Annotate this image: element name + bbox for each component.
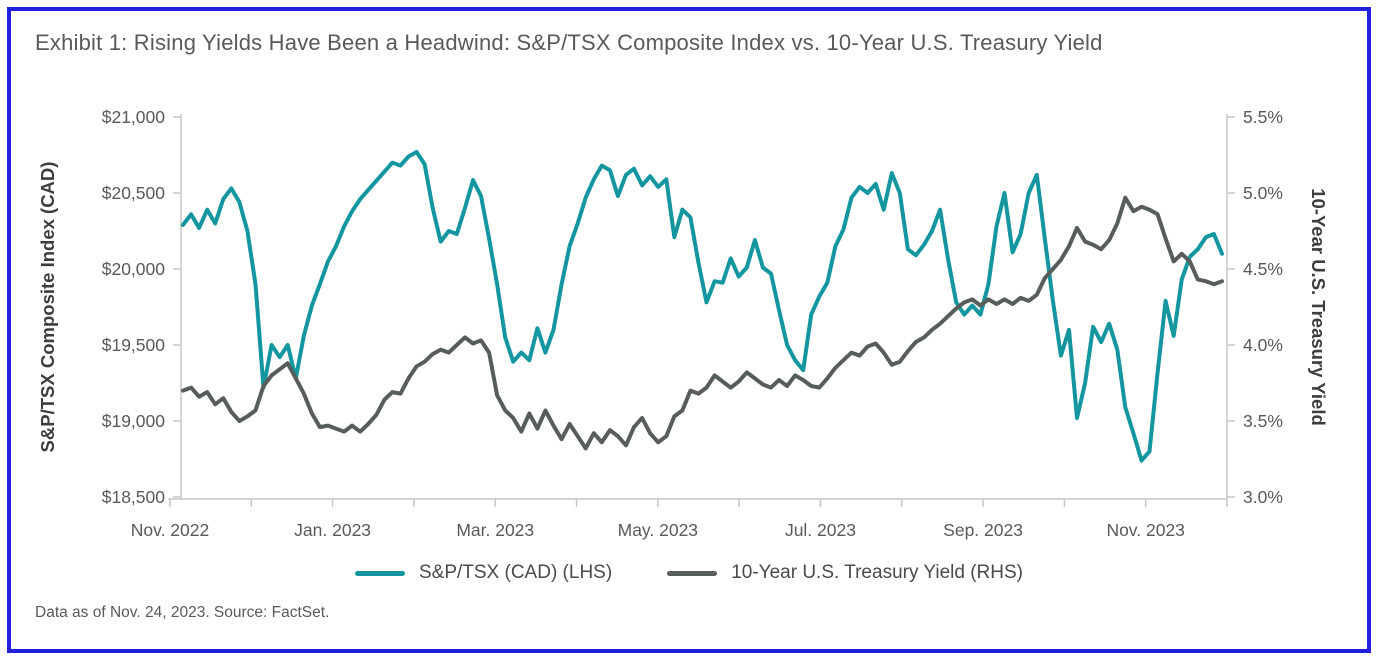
y-left-tick-label: $20,000 [102,259,166,279]
x-tick-label: Mar. 2023 [456,520,534,540]
x-tick-label: Sep. 2023 [943,520,1023,540]
treasury-yield-line [181,195,1224,451]
y-left-tick-label: $21,000 [102,107,166,127]
y-right-tick-label: 5.5% [1243,107,1283,127]
legend-item-treasury: 10-Year U.S. Treasury Yield (RHS) [667,562,1023,584]
sptsx-line-swatch [354,570,405,576]
treasury-legend-label: 10-Year U.S. Treasury Yield (RHS) [731,562,1023,583]
exhibit-frame [7,7,1371,653]
x-tick-label: May. 2023 [618,520,698,540]
sp-tsx-line [181,150,1224,463]
y-right-tick-label: 4.5% [1243,259,1283,279]
x-tick-label: Jul. 2023 [785,520,856,540]
source-note: Data as of Nov. 24, 2023. Source: FactSe… [35,604,330,621]
y-right-tick-label: 3.0% [1243,487,1283,507]
y-left-tick-label: $20,500 [102,183,166,203]
chart-title: Exhibit 1: Rising Yields Have Been a Hea… [35,30,1103,55]
x-tick-label: Nov. 2022 [131,520,209,540]
y-right-tick-label: 4.0% [1243,335,1283,355]
x-tick-label: Jan. 2023 [294,520,371,540]
y-right-tick-label: 3.5% [1243,411,1283,431]
treasury-line-swatch [667,570,718,576]
y-left-tick-label: $18,500 [102,487,166,507]
x-tick-label: Nov. 2023 [1106,520,1184,540]
legend-item-sptsx: S&P/TSX (CAD) (LHS) [354,562,613,584]
y-left-tick-label: $19,000 [102,411,166,431]
chart-legend: S&P/TSX (CAD) (LHS) 10-Year U.S. Treasur… [0,562,1378,584]
y-right-tick-label: 5.0% [1243,183,1283,203]
sptsx-legend-label: S&P/TSX (CAD) (LHS) [418,562,613,583]
y-left-tick-label: $19,500 [102,335,166,355]
